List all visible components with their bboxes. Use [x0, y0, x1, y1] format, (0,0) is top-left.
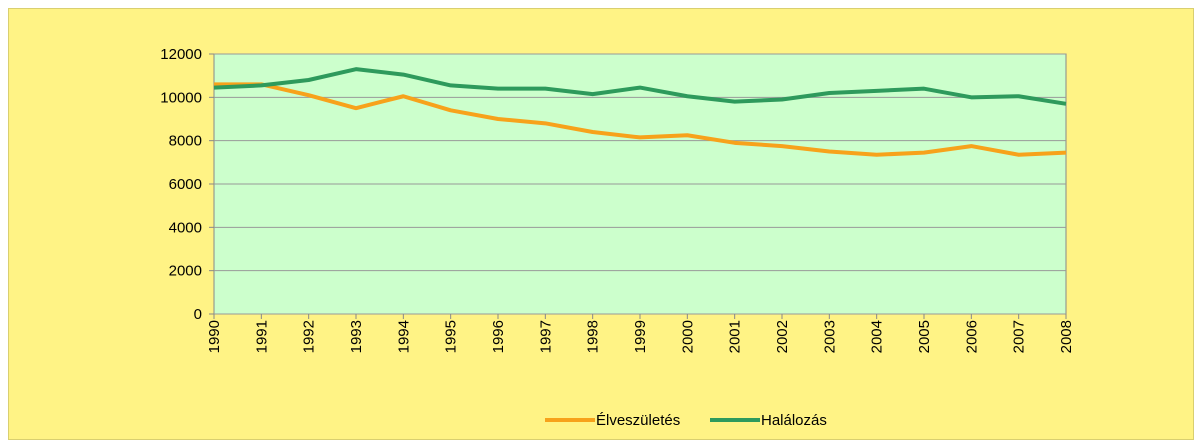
x-tick-label: 2002	[774, 320, 791, 353]
x-tick-label: 1994	[395, 320, 412, 353]
x-tick-label: 2008	[1058, 320, 1075, 353]
series-line	[213, 67, 1067, 106]
x-tick-label: 1995	[443, 320, 460, 353]
series-line	[214, 82, 1067, 157]
x-tick-label: 1990	[206, 320, 223, 353]
y-tick-label: 10000	[160, 89, 202, 106]
x-tick-label: 1998	[585, 320, 602, 353]
x-tick-label: 2006	[963, 320, 980, 353]
y-tick-label: 2000	[169, 263, 202, 280]
x-tick-label: 1999	[632, 320, 649, 353]
x-tick-label: 2004	[869, 320, 886, 353]
legend-label: Halálozás	[761, 412, 827, 429]
y-tick-label: 12000	[160, 46, 202, 63]
x-tick-label: 1992	[301, 320, 318, 353]
x-tick-label: 2007	[1011, 320, 1028, 353]
x-tick-label: 2005	[916, 320, 933, 353]
x-tick-label: 1997	[537, 320, 554, 353]
y-tick-label: 0	[194, 306, 202, 323]
x-tick-label: 1996	[490, 320, 507, 353]
x-tick-label: 1993	[348, 320, 365, 353]
x-tick-label: 2000	[679, 320, 696, 353]
y-tick-label: 6000	[169, 176, 202, 193]
y-tick-label: 8000	[169, 133, 202, 150]
x-tick-label: 1991	[253, 320, 270, 353]
y-tick-label: 4000	[169, 219, 202, 236]
x-tick-label: 2001	[727, 320, 744, 353]
x-tick-label: 2003	[821, 320, 838, 353]
legend-label: Élveszületés	[596, 412, 680, 429]
